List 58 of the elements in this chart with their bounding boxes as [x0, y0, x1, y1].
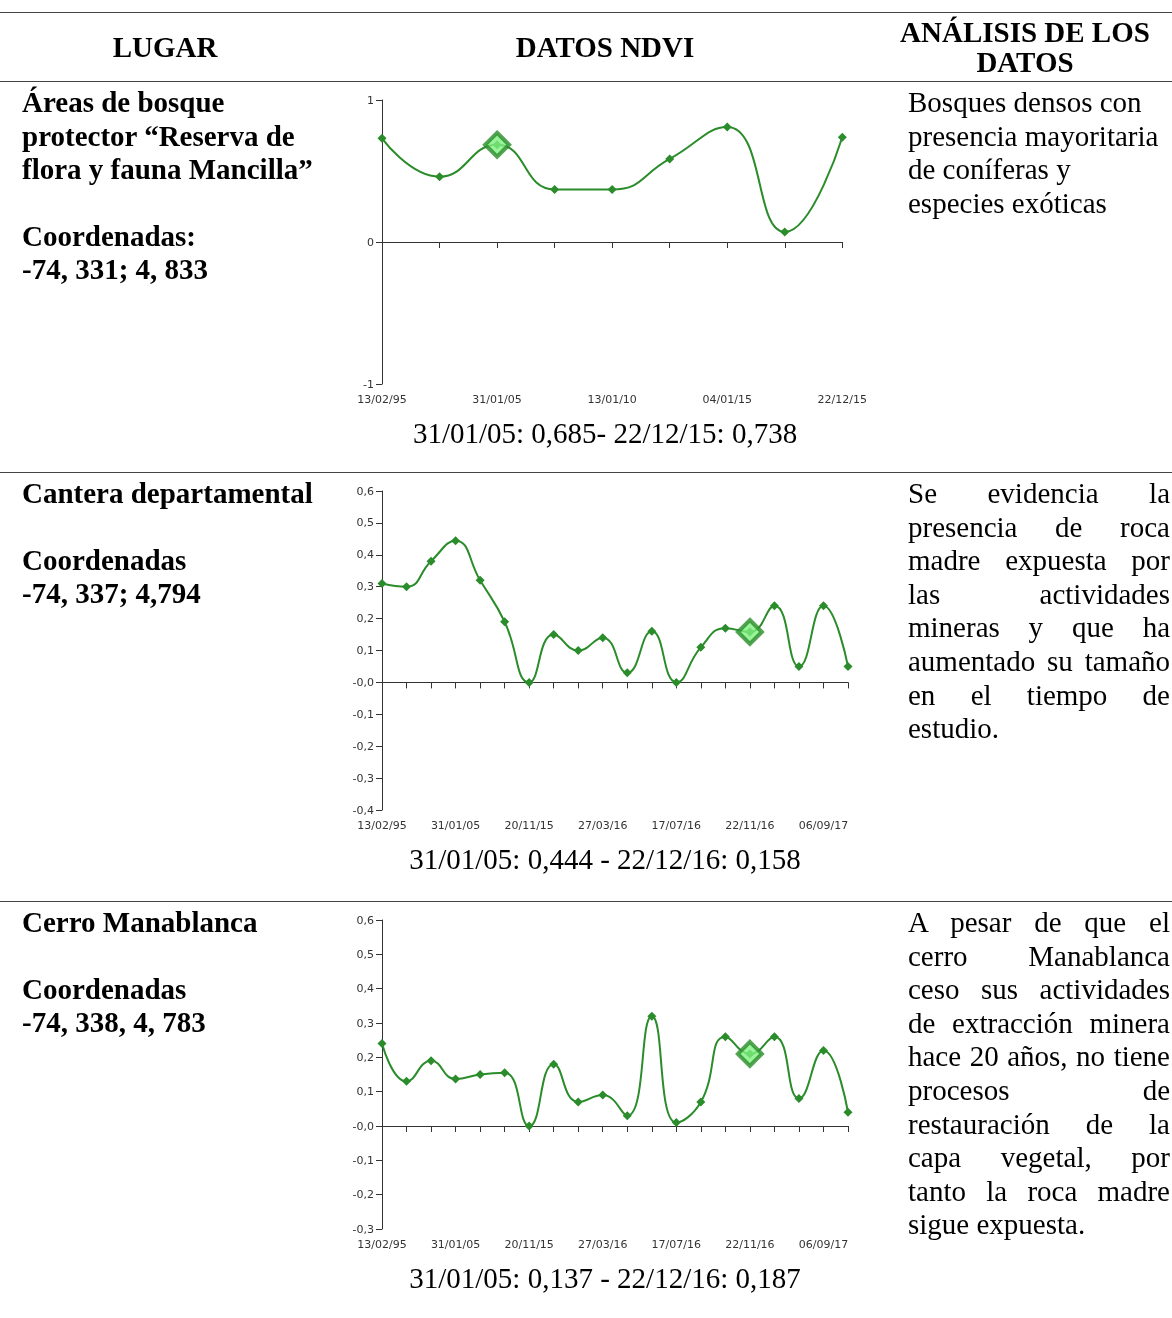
- text: 31/01/05: 0,444 - 22/12/16: 0,158: [409, 843, 801, 875]
- y-tick-label: -0,0: [352, 1119, 374, 1133]
- y-tick-label: 0,1: [356, 1085, 374, 1099]
- y-tick-label: 0: [367, 235, 374, 249]
- text: LUGAR: [111, 31, 219, 63]
- x-tick-label: 20/11/15: [504, 1238, 554, 1251]
- y-tick-label: 0,5: [356, 516, 374, 530]
- x-tick-label: 13/01/10: [587, 393, 637, 406]
- y-tick-label: -1: [363, 377, 374, 391]
- text: Coordenadas: -74, 331; 4, 833: [22, 219, 210, 287]
- y-tick-label: -0,0: [352, 675, 374, 689]
- text: DATOS NDVI: [514, 31, 696, 63]
- text: Áreas de bosque protector “Reserva de flora y fauna Mancilla”: [22, 86, 314, 187]
- x-tick-label: 22/11/16: [725, 819, 775, 832]
- y-tick-label: -0,2: [352, 739, 374, 753]
- x-tick-label: 31/01/05: [430, 819, 481, 832]
- y-tick-label: 1: [367, 93, 374, 107]
- text: Coordenadas -74, 337; 4,794: [22, 543, 202, 611]
- y-tick-label: -0,4: [352, 803, 374, 817]
- x-tick-label: 31/01/05: [472, 393, 522, 406]
- text: 31/01/05: 0,685- 22/12/15: 0,738: [412, 417, 798, 449]
- text: Coordenadas -74, 338, 4, 783: [22, 972, 207, 1040]
- x-tick-label: 31/01/05: [430, 1238, 481, 1251]
- text: Cerro Manablanca: [22, 906, 259, 940]
- y-tick-label: -0,1: [352, 707, 374, 721]
- x-tick-label: 04/01/15: [702, 393, 752, 406]
- y-tick-label: 0,3: [356, 1016, 374, 1030]
- y-tick-label: -0,3: [352, 1222, 374, 1236]
- x-tick-label: 06/09/17: [798, 819, 849, 832]
- y-tick-label: 0,3: [356, 580, 374, 594]
- y-tick-label: 0,1: [356, 644, 374, 657]
- x-tick-label: 06/09/17: [798, 1238, 849, 1251]
- text: 31/01/05: 0,137 - 22/12/16: 0,187: [409, 1262, 801, 1294]
- text: Bosques densos con presencia mayoritaria de coníferas y especies exóticas: [908, 86, 1160, 221]
- text: Se evidencia la presencia de roca madre expuesta por las actividades mineras y que ha aumentado su tamaño en el tiempo de estudio.: [908, 477, 1170, 746]
- y-tick-label: -0,2: [352, 1188, 374, 1202]
- x-tick-label: 17/07/16: [651, 819, 702, 832]
- x-tick-label: 13/02/95: [357, 819, 407, 832]
- y-tick-label: -0,3: [352, 771, 374, 785]
- text: Cantera departamental: [22, 477, 314, 511]
- text: A pesar de que el cerro Manablanca ceso sus actividades de extracción minera hace 20 años, no tiene procesos de restauración de la capa vegetal, por tanto la roca madre sigue expuesta.: [908, 906, 1170, 1241]
- x-tick-label: 27/03/16: [578, 819, 628, 832]
- y-tick-label: 0,2: [356, 1050, 374, 1064]
- y-tick-label: -0,1: [352, 1153, 374, 1167]
- x-tick-label: 27/03/16: [578, 1238, 628, 1251]
- y-tick-label: 0,4: [356, 548, 374, 562]
- x-tick-label: 22/11/16: [725, 1238, 775, 1251]
- text: ANÁLISIS DE LOS DATOS: [899, 16, 1151, 78]
- x-tick-label: 20/11/15: [504, 819, 554, 832]
- y-tick-label: 0,4: [356, 982, 374, 996]
- x-tick-label: 13/02/95: [357, 393, 407, 406]
- y-tick-label: 0,6: [356, 913, 374, 927]
- x-tick-label: 13/02/95: [357, 1238, 407, 1251]
- x-tick-label: 22/12/15: [817, 393, 867, 406]
- y-tick-label: 0,2: [356, 612, 374, 626]
- x-tick-label: 17/07/16: [651, 1238, 702, 1251]
- y-tick-label: 0,6: [356, 484, 374, 498]
- y-tick-label: 0,5: [356, 947, 374, 961]
